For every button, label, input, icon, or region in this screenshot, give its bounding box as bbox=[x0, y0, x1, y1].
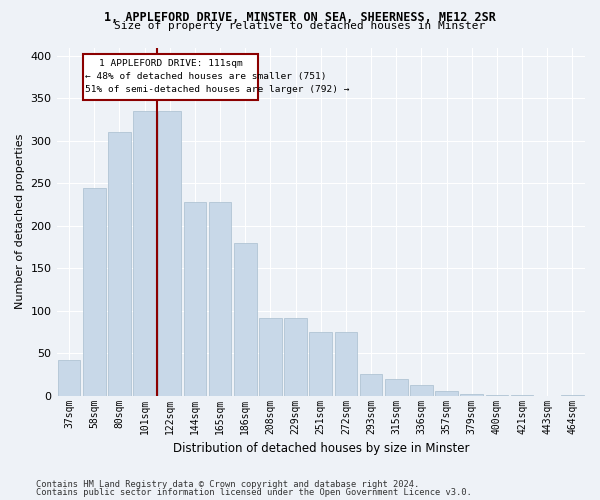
Bar bbox=[310, 332, 332, 396]
Bar bbox=[209, 202, 232, 396]
Bar bbox=[83, 188, 106, 396]
Y-axis label: Number of detached properties: Number of detached properties bbox=[15, 134, 25, 310]
Text: 51% of semi-detached houses are larger (792) →: 51% of semi-detached houses are larger (… bbox=[85, 84, 350, 94]
Bar bbox=[284, 318, 307, 396]
Bar bbox=[58, 360, 80, 396]
Bar bbox=[360, 374, 382, 396]
Bar bbox=[561, 395, 584, 396]
Bar bbox=[133, 111, 156, 396]
Bar bbox=[108, 132, 131, 396]
Bar bbox=[184, 202, 206, 396]
Bar bbox=[410, 384, 433, 396]
Text: Contains HM Land Registry data © Crown copyright and database right 2024.: Contains HM Land Registry data © Crown c… bbox=[36, 480, 419, 489]
Text: Contains public sector information licensed under the Open Government Licence v3: Contains public sector information licen… bbox=[36, 488, 472, 497]
Text: 1, APPLEFORD DRIVE, MINSTER ON SEA, SHEERNESS, ME12 2SR: 1, APPLEFORD DRIVE, MINSTER ON SEA, SHEE… bbox=[104, 11, 496, 24]
FancyBboxPatch shape bbox=[83, 54, 258, 100]
Text: 1 APPLEFORD DRIVE: 111sqm: 1 APPLEFORD DRIVE: 111sqm bbox=[98, 58, 242, 68]
Bar bbox=[259, 318, 282, 396]
Text: Size of property relative to detached houses in Minster: Size of property relative to detached ho… bbox=[115, 21, 485, 31]
Bar bbox=[234, 243, 257, 396]
Bar bbox=[485, 395, 508, 396]
Text: ← 48% of detached houses are smaller (751): ← 48% of detached houses are smaller (75… bbox=[85, 72, 327, 80]
Bar bbox=[158, 111, 181, 396]
X-axis label: Distribution of detached houses by size in Minster: Distribution of detached houses by size … bbox=[173, 442, 469, 455]
Bar bbox=[435, 390, 458, 396]
Bar bbox=[460, 394, 483, 396]
Bar bbox=[335, 332, 357, 396]
Bar bbox=[511, 395, 533, 396]
Bar bbox=[385, 378, 407, 396]
